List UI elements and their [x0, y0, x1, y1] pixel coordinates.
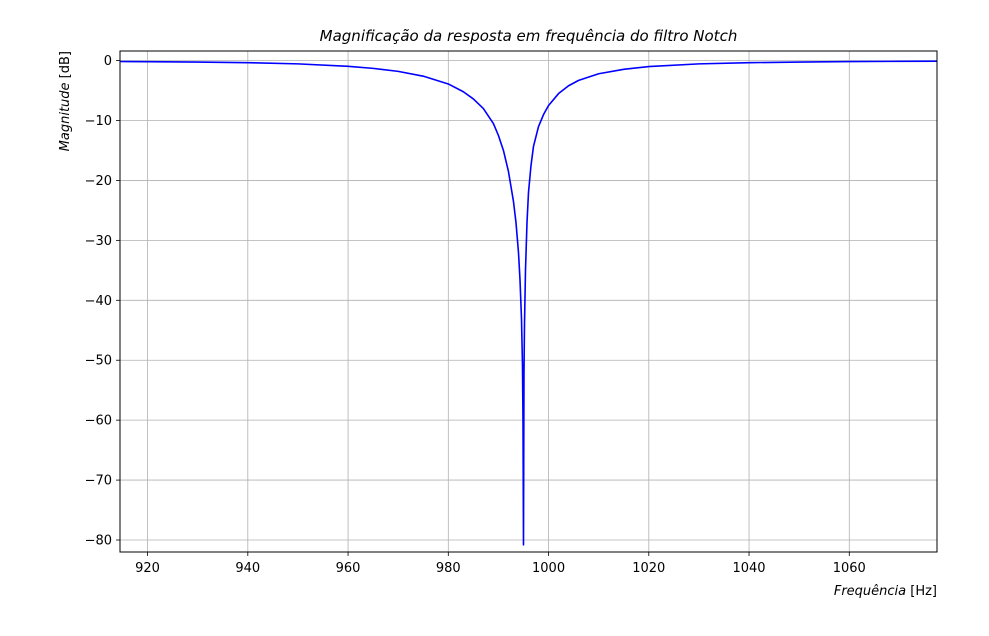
x-tick-label: 940: [235, 561, 260, 576]
x-axis-label-unit: [Hz]: [906, 584, 937, 599]
y-axis-label-name: Magnitude: [58, 82, 73, 151]
x-tick-label: 960: [336, 561, 361, 576]
magnitude-response-line: [119, 60, 938, 546]
y-tick-label: −40: [85, 294, 112, 309]
x-tick-label: 920: [135, 561, 160, 576]
grid: [120, 51, 937, 552]
y-tick-label: −30: [85, 234, 112, 249]
chart-title: Magnificação da resposta em frequência d…: [320, 27, 738, 45]
x-axis-label-name: Frequência: [834, 584, 906, 599]
x-axis-label: Frequência [Hz]: [834, 584, 937, 599]
y-tick-label: −50: [85, 354, 112, 369]
x-tick-label: 1040: [732, 561, 765, 576]
y-tick-label: −10: [85, 114, 112, 129]
y-axis-label-unit: [dB]: [58, 51, 73, 82]
y-tick-label: −60: [85, 414, 112, 429]
y-axis-label: Magnitude [dB]: [58, 51, 73, 151]
series-layer: [119, 60, 938, 546]
x-tick-label: 1000: [532, 561, 565, 576]
y-tick-label: −20: [85, 174, 112, 189]
x-tick-label: 1020: [632, 561, 665, 576]
x-tick-label: 1060: [833, 561, 866, 576]
y-tick-label: 0: [104, 54, 112, 69]
y-tick-label: −80: [85, 534, 112, 549]
plot-frame: [119, 50, 938, 553]
y-tick-label: −70: [85, 474, 112, 489]
x-tick-label: 980: [436, 561, 461, 576]
ticks: 920 940 960 980 1000 1020 1040 1060 0 −10 −20 −30 −4…: [85, 54, 866, 576]
